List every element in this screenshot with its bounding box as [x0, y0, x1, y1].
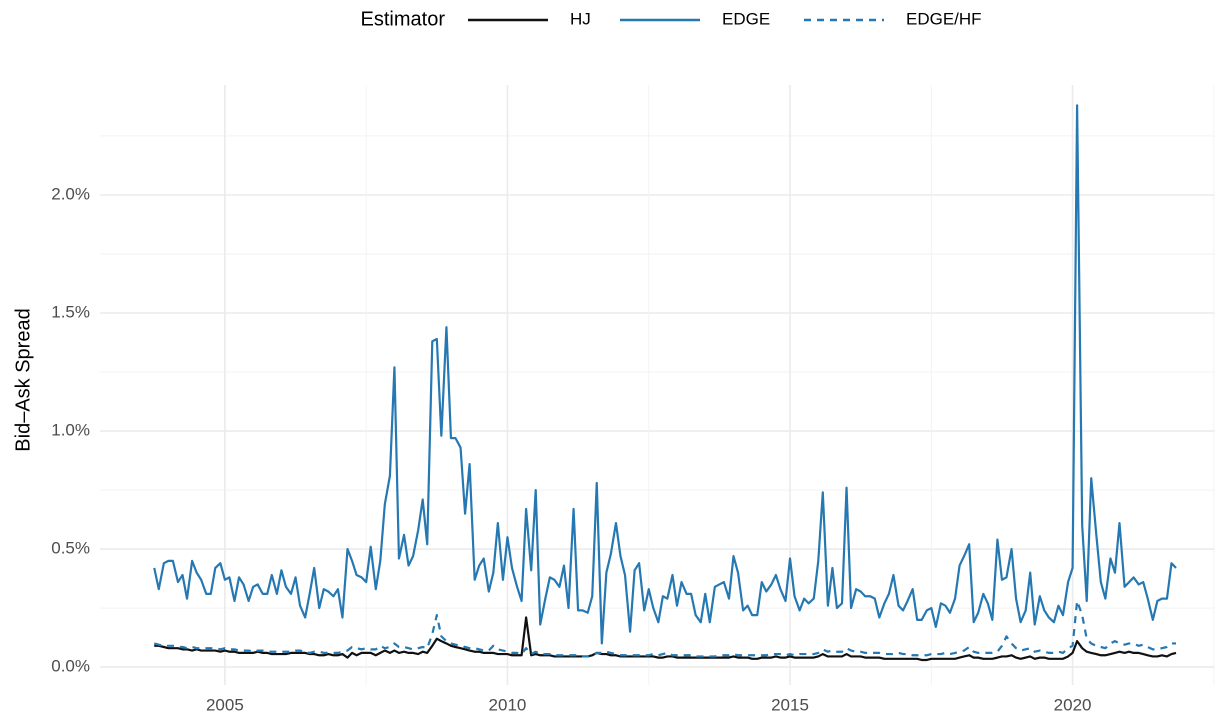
- legend-title: Estimator: [361, 8, 446, 30]
- x-tick-label: 2020: [1054, 695, 1092, 714]
- series-line: [153, 104, 1177, 645]
- x-tick-label: 2010: [489, 695, 527, 714]
- series-line: [153, 599, 1177, 658]
- legend-label: HJ: [570, 9, 591, 28]
- y-tick-label: 1.5%: [51, 302, 90, 321]
- legend-label: EDGE: [722, 9, 770, 28]
- legend-label: EDGE/HF: [906, 9, 982, 28]
- y-tick-label: 1.0%: [51, 421, 90, 440]
- legend: Estimator HJ EDGE EDGE/HF: [361, 8, 982, 30]
- series-line: [154, 616, 1177, 662]
- y-tick-label: 0.5%: [51, 539, 90, 558]
- y-axis-label: Bid–Ask Spread: [12, 308, 34, 451]
- grid: [100, 85, 1215, 685]
- x-tick-label: 2005: [206, 695, 244, 714]
- y-tick-label: 0.0%: [51, 657, 90, 676]
- y-tick-label: 2.0%: [51, 184, 90, 203]
- plot-lines: [153, 104, 1177, 662]
- x-tick-label: 2015: [771, 695, 809, 714]
